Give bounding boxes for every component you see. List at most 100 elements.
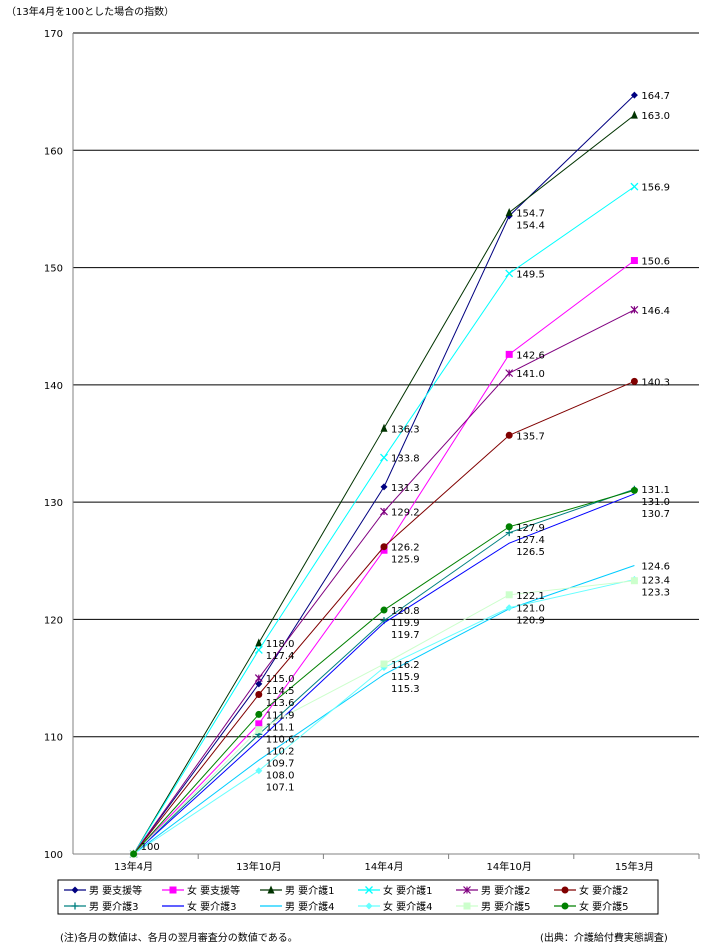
legend-label: 女 要介護4 — [383, 900, 433, 913]
data-point — [505, 369, 514, 378]
legend-label: 男 要介護4 — [285, 900, 335, 913]
data-point — [380, 606, 388, 614]
data-label: 149.5 — [516, 269, 545, 280]
data-point — [505, 529, 513, 537]
legend-marker — [267, 885, 275, 894]
data-point — [630, 91, 638, 99]
data-label: 124.6 — [641, 561, 670, 572]
data-label: 119.7 — [391, 630, 420, 641]
data-label: 111.9 — [266, 710, 295, 721]
data-label: 115.3 — [391, 684, 420, 695]
data-label: 135.7 — [516, 431, 545, 442]
data-label: 133.8 — [391, 454, 420, 465]
data-label: 154.4 — [516, 220, 545, 231]
data-label: 107.1 — [266, 782, 295, 793]
data-point — [254, 645, 263, 654]
data-label: 120.8 — [391, 606, 420, 617]
data-label: 126.5 — [516, 547, 545, 558]
data-label: 115.0 — [266, 674, 295, 685]
y-tick-label: 170 — [44, 29, 63, 40]
series-line — [133, 94, 635, 855]
data-point — [505, 269, 514, 278]
data-label: 126.2 — [391, 543, 420, 554]
data-label: 113.6 — [266, 698, 295, 709]
data-point — [630, 305, 639, 314]
data-label: 110.6 — [266, 734, 295, 745]
legend-label: 男 要支援等 — [89, 884, 142, 897]
legend-marker — [365, 902, 373, 910]
data-point — [505, 350, 513, 358]
legend-label: 女 要介護2 — [579, 884, 629, 897]
legend-label: 女 要介護3 — [187, 900, 237, 913]
data-label: 111.1 — [266, 722, 295, 733]
data-label: 110.2 — [266, 746, 295, 757]
footnote: (注)各月の数値は、各月の翌月審査分の数値である。 — [60, 933, 298, 944]
series-line — [133, 493, 635, 855]
data-label: 154.7 — [516, 208, 545, 219]
data-label: 119.9 — [391, 618, 420, 629]
legend-marker — [463, 886, 471, 894]
data-label: 127.9 — [516, 523, 545, 534]
data-point — [255, 690, 263, 698]
x-tick-label: 14年10月 — [486, 860, 531, 873]
data-point — [505, 431, 513, 439]
data-point — [380, 660, 388, 668]
legend-marker — [561, 902, 569, 910]
data-point — [380, 543, 388, 551]
data-point — [630, 182, 639, 191]
legend-marker — [71, 886, 79, 894]
data-label: 140.3 — [641, 377, 670, 388]
x-tick-label: 14年4月 — [364, 860, 403, 873]
series-line — [133, 309, 635, 855]
data-label: 118.0 — [266, 639, 295, 650]
data-point — [255, 767, 263, 775]
data-point — [255, 638, 263, 647]
data-point — [255, 680, 263, 688]
legend — [57, 879, 659, 915]
series-line — [133, 260, 635, 855]
data-label: 114.5 — [266, 686, 295, 697]
data-label: 131.0 — [641, 497, 670, 508]
data-point — [505, 523, 513, 531]
data-label: 117.4 — [266, 651, 295, 662]
legend-marker — [169, 886, 177, 894]
data-label: 121.0 — [516, 604, 545, 615]
series-line — [133, 565, 635, 855]
data-point — [630, 377, 638, 385]
data-label: 129.2 — [391, 508, 420, 519]
data-point — [380, 423, 388, 432]
x-tick-label: 13年10月 — [236, 860, 281, 873]
data-label: 146.4 — [641, 306, 670, 317]
source-note: (出典：介護給付費実態調査) — [540, 933, 668, 944]
data-label: 116.2 — [391, 660, 420, 671]
data-point — [630, 577, 638, 585]
y-tick-label: 160 — [44, 146, 63, 157]
data-point — [380, 483, 388, 491]
data-point — [630, 110, 638, 119]
legend-marker — [71, 902, 79, 910]
legend-label: 女 要介護5 — [579, 900, 629, 913]
legend-label: 男 要介護2 — [481, 884, 531, 897]
data-point — [380, 453, 388, 462]
y-axis-label: （13年4月を100とした場合の指数） — [6, 5, 174, 18]
legend-marker — [365, 886, 373, 894]
data-label: 163.0 — [641, 111, 670, 122]
y-tick-label: 120 — [44, 615, 63, 626]
x-tick-label: 13年4月 — [114, 860, 153, 873]
data-point — [254, 674, 263, 682]
data-label: 156.9 — [641, 183, 670, 194]
data-point — [505, 591, 513, 599]
y-tick-label: 100 — [44, 850, 63, 861]
legend-label: 男 要介護5 — [481, 900, 531, 913]
data-label: 122.1 — [516, 591, 545, 602]
data-label: 142.6 — [516, 350, 545, 361]
data-label: 108.0 — [266, 770, 295, 781]
y-tick-label: 130 — [44, 498, 63, 509]
data-point — [255, 726, 263, 734]
data-point — [255, 720, 263, 728]
y-tick-label: 140 — [44, 381, 63, 392]
data-label: 150.6 — [641, 257, 670, 268]
x-tick-label: 15年3月 — [615, 860, 654, 873]
